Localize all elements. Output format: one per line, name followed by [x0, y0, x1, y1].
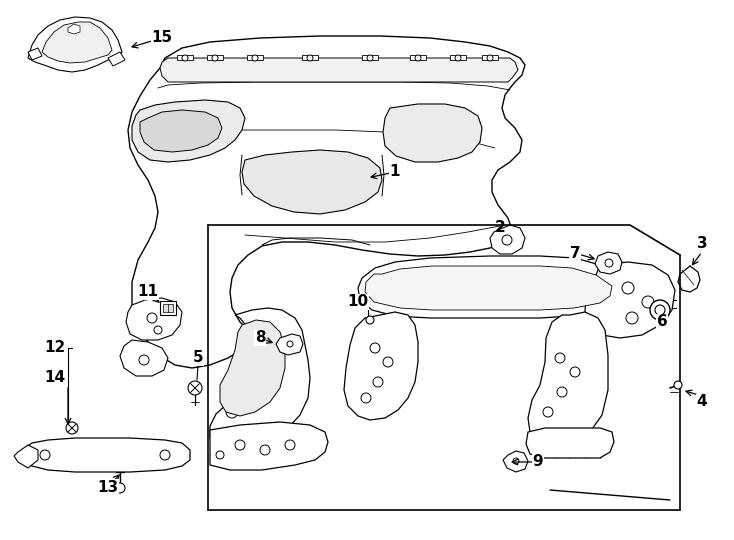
Circle shape: [147, 313, 157, 323]
Polygon shape: [276, 334, 303, 355]
Circle shape: [361, 393, 371, 403]
Text: 13: 13: [98, 480, 119, 495]
Text: 6: 6: [657, 314, 667, 329]
Circle shape: [139, 355, 149, 365]
Text: 4: 4: [697, 395, 708, 409]
Circle shape: [235, 440, 245, 450]
Circle shape: [287, 341, 293, 347]
Circle shape: [455, 55, 461, 61]
Circle shape: [373, 377, 383, 387]
Polygon shape: [28, 17, 122, 72]
Text: 14: 14: [45, 370, 65, 386]
Polygon shape: [595, 252, 622, 274]
Polygon shape: [210, 422, 328, 470]
Polygon shape: [68, 24, 80, 34]
Circle shape: [285, 440, 295, 450]
Circle shape: [557, 387, 567, 397]
Polygon shape: [450, 55, 466, 60]
Circle shape: [66, 422, 78, 434]
Text: 3: 3: [697, 235, 708, 251]
Circle shape: [383, 357, 393, 367]
Text: 8: 8: [255, 330, 265, 346]
Circle shape: [40, 450, 50, 460]
Circle shape: [252, 352, 264, 364]
Circle shape: [367, 55, 373, 61]
Circle shape: [650, 300, 670, 320]
Text: 11: 11: [137, 285, 159, 300]
Polygon shape: [132, 100, 245, 162]
Circle shape: [626, 312, 638, 324]
Polygon shape: [362, 55, 378, 60]
Circle shape: [234, 392, 246, 404]
Text: 9: 9: [533, 455, 543, 469]
Circle shape: [244, 372, 256, 384]
Circle shape: [182, 55, 188, 61]
Polygon shape: [177, 55, 193, 60]
Polygon shape: [410, 55, 426, 60]
Polygon shape: [42, 22, 112, 63]
Polygon shape: [344, 312, 418, 420]
Bar: [163, 304, 173, 312]
Circle shape: [415, 55, 421, 61]
Circle shape: [115, 483, 125, 493]
Circle shape: [212, 55, 218, 61]
Polygon shape: [126, 298, 182, 340]
Circle shape: [543, 407, 553, 417]
Polygon shape: [358, 256, 628, 318]
Circle shape: [188, 381, 202, 395]
Circle shape: [622, 282, 634, 294]
Text: 1: 1: [390, 165, 400, 179]
Polygon shape: [302, 55, 318, 60]
Polygon shape: [207, 55, 223, 60]
Text: 5: 5: [193, 350, 203, 366]
Circle shape: [370, 343, 380, 353]
Circle shape: [487, 55, 493, 61]
Polygon shape: [365, 266, 612, 310]
Text: 12: 12: [44, 341, 65, 355]
Polygon shape: [490, 225, 525, 254]
Polygon shape: [383, 104, 482, 162]
Circle shape: [513, 458, 519, 464]
Polygon shape: [140, 110, 222, 152]
Polygon shape: [108, 52, 125, 66]
Polygon shape: [526, 428, 614, 458]
Circle shape: [226, 406, 238, 418]
Text: 15: 15: [151, 30, 172, 45]
Circle shape: [260, 445, 270, 455]
Polygon shape: [210, 308, 310, 447]
Circle shape: [244, 336, 256, 348]
Polygon shape: [22, 438, 190, 472]
Circle shape: [154, 326, 162, 334]
Circle shape: [570, 367, 580, 377]
Polygon shape: [482, 55, 498, 60]
Circle shape: [642, 296, 654, 308]
Text: 7: 7: [570, 246, 581, 260]
Text: 2: 2: [495, 220, 506, 235]
Polygon shape: [28, 48, 42, 60]
Circle shape: [307, 55, 313, 61]
Circle shape: [555, 353, 565, 363]
Polygon shape: [242, 150, 382, 214]
Circle shape: [160, 450, 170, 460]
Polygon shape: [128, 36, 525, 368]
Polygon shape: [220, 320, 285, 416]
Circle shape: [502, 235, 512, 245]
Polygon shape: [528, 312, 608, 445]
Polygon shape: [247, 55, 263, 60]
Polygon shape: [503, 451, 528, 472]
Bar: [160, 301, 176, 315]
Circle shape: [216, 451, 224, 459]
Polygon shape: [585, 262, 675, 338]
Circle shape: [252, 55, 258, 61]
Circle shape: [655, 305, 665, 315]
Text: 10: 10: [347, 294, 368, 309]
Polygon shape: [160, 58, 518, 82]
Circle shape: [674, 381, 682, 389]
Polygon shape: [14, 445, 38, 468]
Circle shape: [366, 316, 374, 324]
Circle shape: [605, 259, 613, 267]
Polygon shape: [120, 340, 168, 376]
